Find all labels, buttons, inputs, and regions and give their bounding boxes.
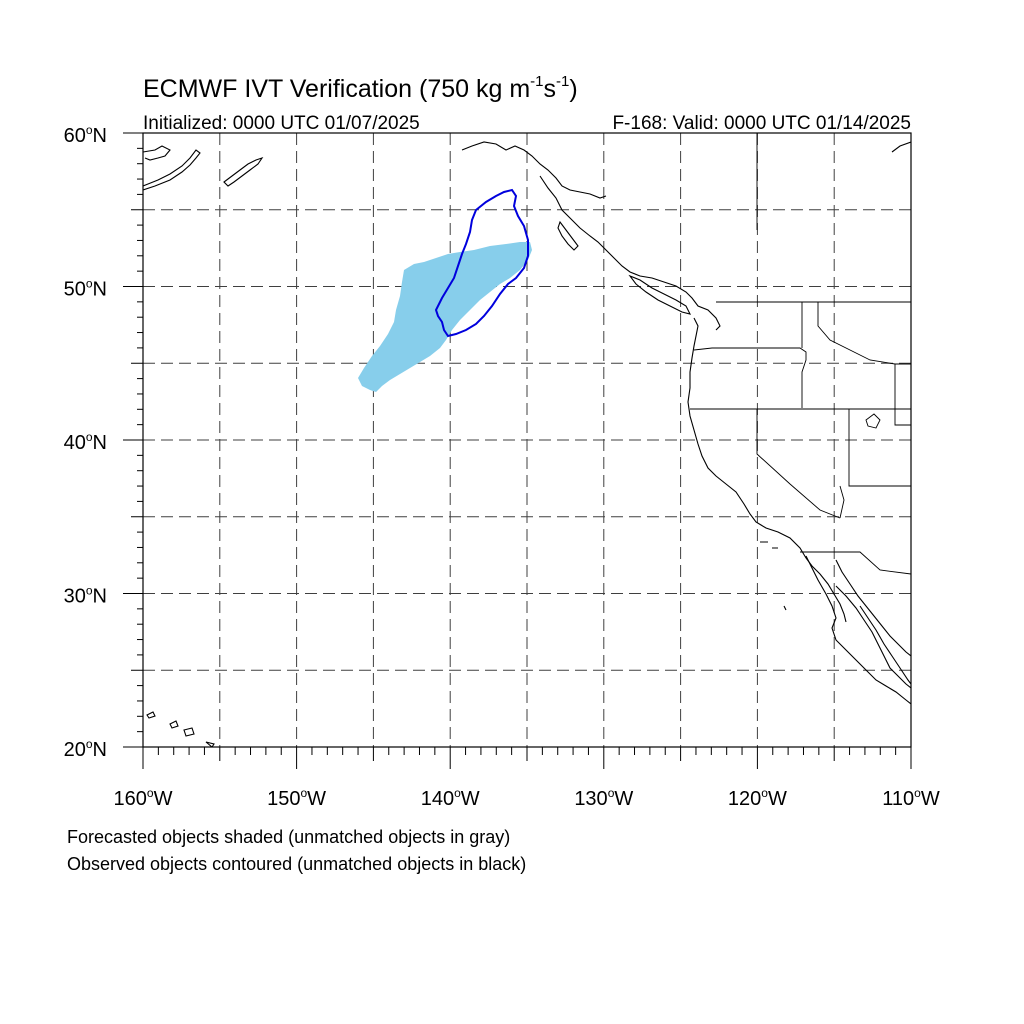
lon-label: 110oW: [882, 786, 940, 810]
lon-label: 130oW: [574, 786, 633, 810]
valid-time-label: F-168: Valid: 0000 UTC 01/14/2025: [612, 113, 911, 134]
channel-islands: [760, 541, 787, 611]
gulf-of-california-coast: [835, 559, 911, 689]
hawaii-islands: [146, 711, 215, 747]
bc-inner-coast: [539, 175, 721, 331]
lon-label: 150oW: [267, 786, 326, 810]
lat-label: 40oN: [64, 430, 107, 454]
lat-label: 50oN: [64, 277, 107, 301]
kodiak-island-coast: [223, 156, 264, 187]
lat-label: 20oN: [64, 737, 107, 761]
lat-label: 60oN: [64, 123, 107, 147]
alaska-peninsula-coast: [143, 145, 201, 191]
init-time-label: Initialized: 0000 UTC 01/07/2025: [143, 113, 420, 134]
mexico-mainland-coast: [859, 605, 911, 685]
lon-label: 120oW: [728, 786, 787, 810]
footnote-observed: Observed objects contoured (unmatched ob…: [67, 854, 526, 874]
lat-label: 30oN: [64, 584, 107, 608]
us-west-coast: [687, 317, 847, 623]
upper-right-coast: [891, 141, 911, 153]
forecast-ivt-object: [358, 242, 532, 392]
axis-ticks: [123, 132, 912, 769]
observed-ivt-contour: [434, 188, 529, 338]
us-mexico-border: [800, 551, 911, 575]
great-salt-lake: [865, 413, 881, 429]
map-title: ECMWF IVT Verification (750 kg m-1s-1): [143, 73, 578, 103]
baja-california-coast: [805, 555, 911, 705]
wa-or-border: [693, 347, 807, 408]
lat-lon-grid: [143, 133, 911, 747]
se-alaska-coast: [461, 141, 607, 199]
utah-border: [848, 409, 911, 487]
idaho-border: [801, 302, 896, 365]
lon-label: 160oW: [114, 786, 173, 810]
ut-wy-border: [894, 363, 911, 426]
coastlines: [143, 141, 911, 747]
footnote-forecast: Forecasted objects shaded (unmatched obj…: [67, 827, 510, 847]
lon-label: 140oW: [421, 786, 480, 810]
haida-gwaii-coast: [557, 220, 579, 251]
political-borders: [690, 133, 911, 575]
longitude-labels: 160oW 150oW 140oW 130oW 120oW 110oW: [114, 786, 940, 810]
nv-az-border: [839, 485, 845, 519]
latitude-labels: 60oN 50oN 40oN 30oN 20oN: [64, 123, 107, 761]
vancouver-island-coast: [628, 274, 692, 315]
nevada-ca-border: [756, 409, 841, 519]
